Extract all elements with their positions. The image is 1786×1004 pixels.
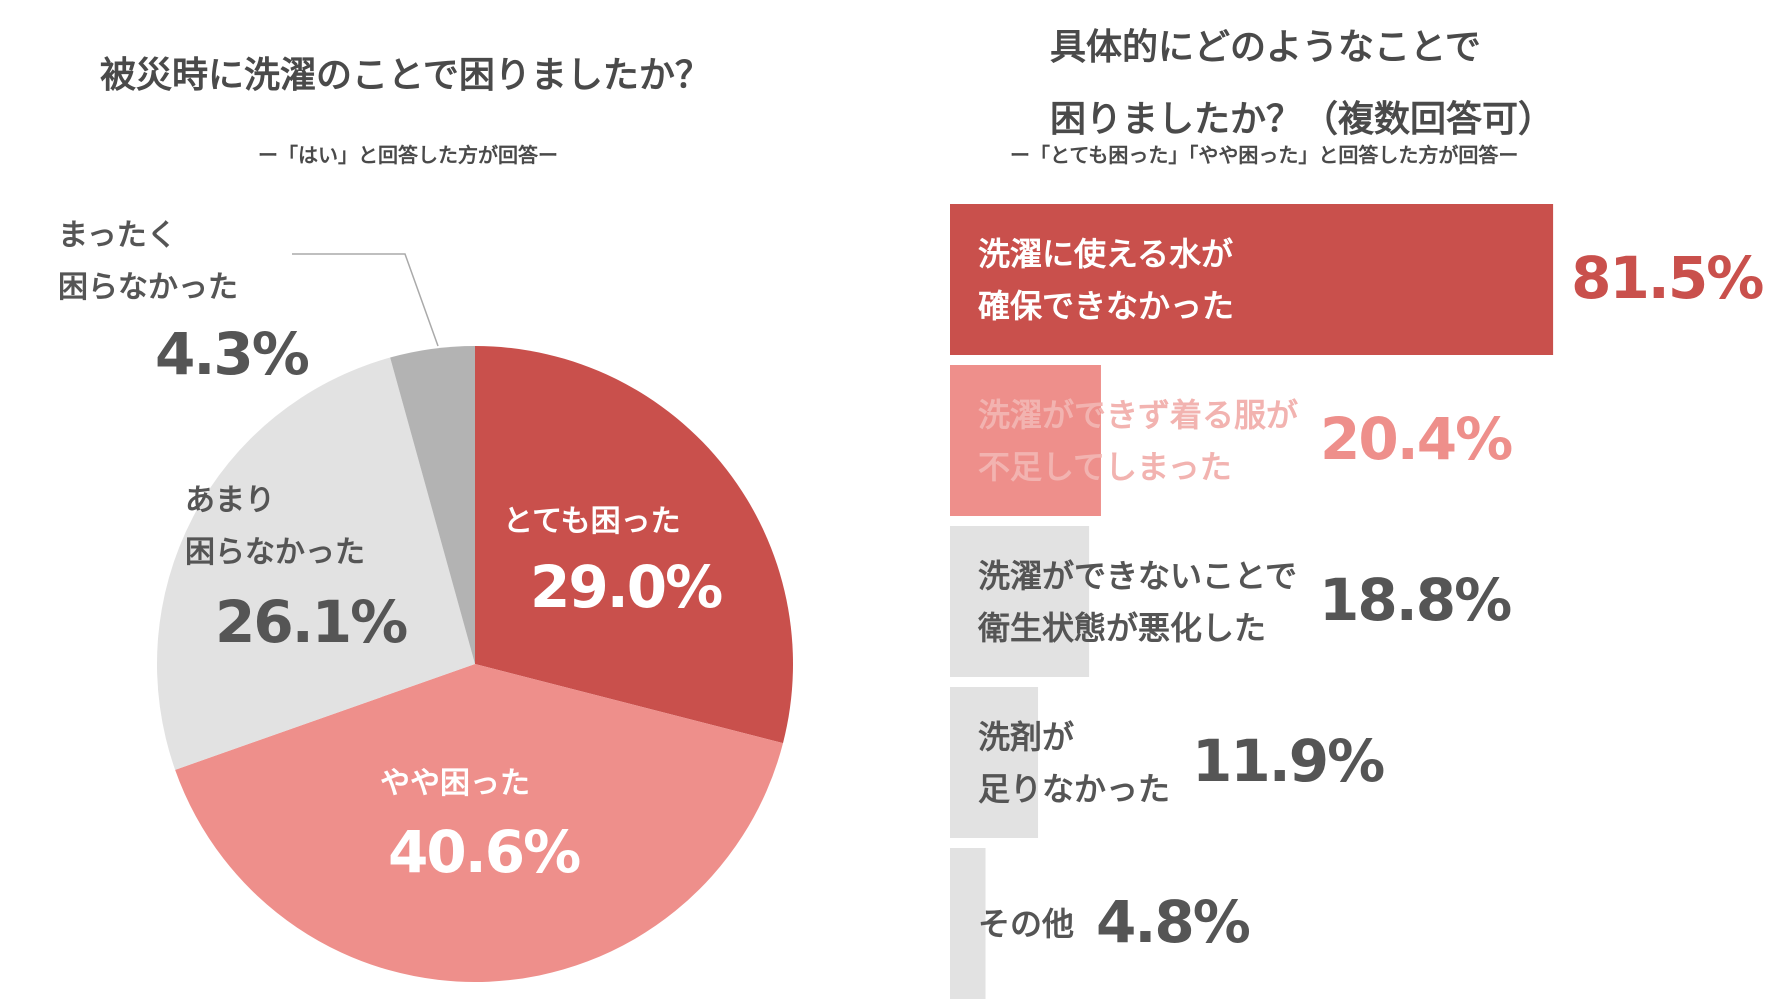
bar-subtitle: ー「とても困った」「やや困った」と回答した方が回答ー [1010,143,1519,167]
bar-3 [950,526,1090,677]
pie-slice-3 [157,357,475,770]
bar-label: その他 [978,898,1074,950]
bar-label: 洗濯ができず着る服が 不足してしまった [978,389,1298,493]
bar-1 [950,204,1554,355]
slice-label-2: やや困った [380,766,530,801]
pie-slice-2 [175,664,784,983]
bar-label: 洗濯に使える水が 確保できなかった [978,228,1234,332]
bar-title-line1: 具体的にどのようなことで [1050,27,1481,68]
bar-label-line1: その他 [978,904,1075,943]
bar-label-line1: 洗濯に使える水が [978,234,1234,273]
slice-label-4: まったく 困らなかった [58,218,238,305]
bar-label-line2: 不足してしまった [978,447,1232,486]
slice-label-1: とても困った [503,504,681,539]
bar-label-line1: 洗剤が [978,717,1075,756]
bar-label-line2: 衛生状態が悪化した [978,608,1267,647]
bar-5 [950,848,986,999]
bar-label-line1: 洗濯ができないことで [978,556,1298,595]
bar-value: 20.4% [1320,404,1513,473]
pie-slice-1 [475,346,793,744]
bar-label-line1: 洗濯ができず着る服が [978,395,1299,434]
bar-value: 81.5% [1571,243,1764,312]
bar-label: 洗剤が 足りなかった [978,711,1170,815]
slice-label-3: あまり 困らなかった [185,483,365,570]
bar-2 [950,365,1101,516]
slice-value-3: 26.1% [215,588,408,656]
bar-value: 4.8% [1096,887,1251,956]
slice-value-1: 29.0% [530,553,723,621]
bar-label-line2: 確保できなかった [978,286,1235,325]
slice-value-2: 40.6% [388,818,581,886]
bar-title: 具体的にどのようなことで困りましたか？（複数回答可） [1050,12,1554,156]
bar-value: 18.8% [1319,565,1512,634]
bar-label-line2: 足りなかった [978,769,1171,808]
pie-subtitle: ー「はい」と回答した方が回答ー [258,143,558,167]
bar-title-line2: 困りましたか？（複数回答可） [1050,99,1555,140]
slice-value-4: 4.3% [155,320,310,388]
leader-line [292,253,439,347]
bar-value: 11.9% [1192,726,1385,795]
bar-4 [950,687,1039,838]
bar-label: 洗濯ができないことで 衛生状態が悪化した [978,550,1297,654]
pie-slice-4 [390,346,475,664]
pie-title: 被災時に洗濯のことで困りましたか？ [100,55,711,96]
